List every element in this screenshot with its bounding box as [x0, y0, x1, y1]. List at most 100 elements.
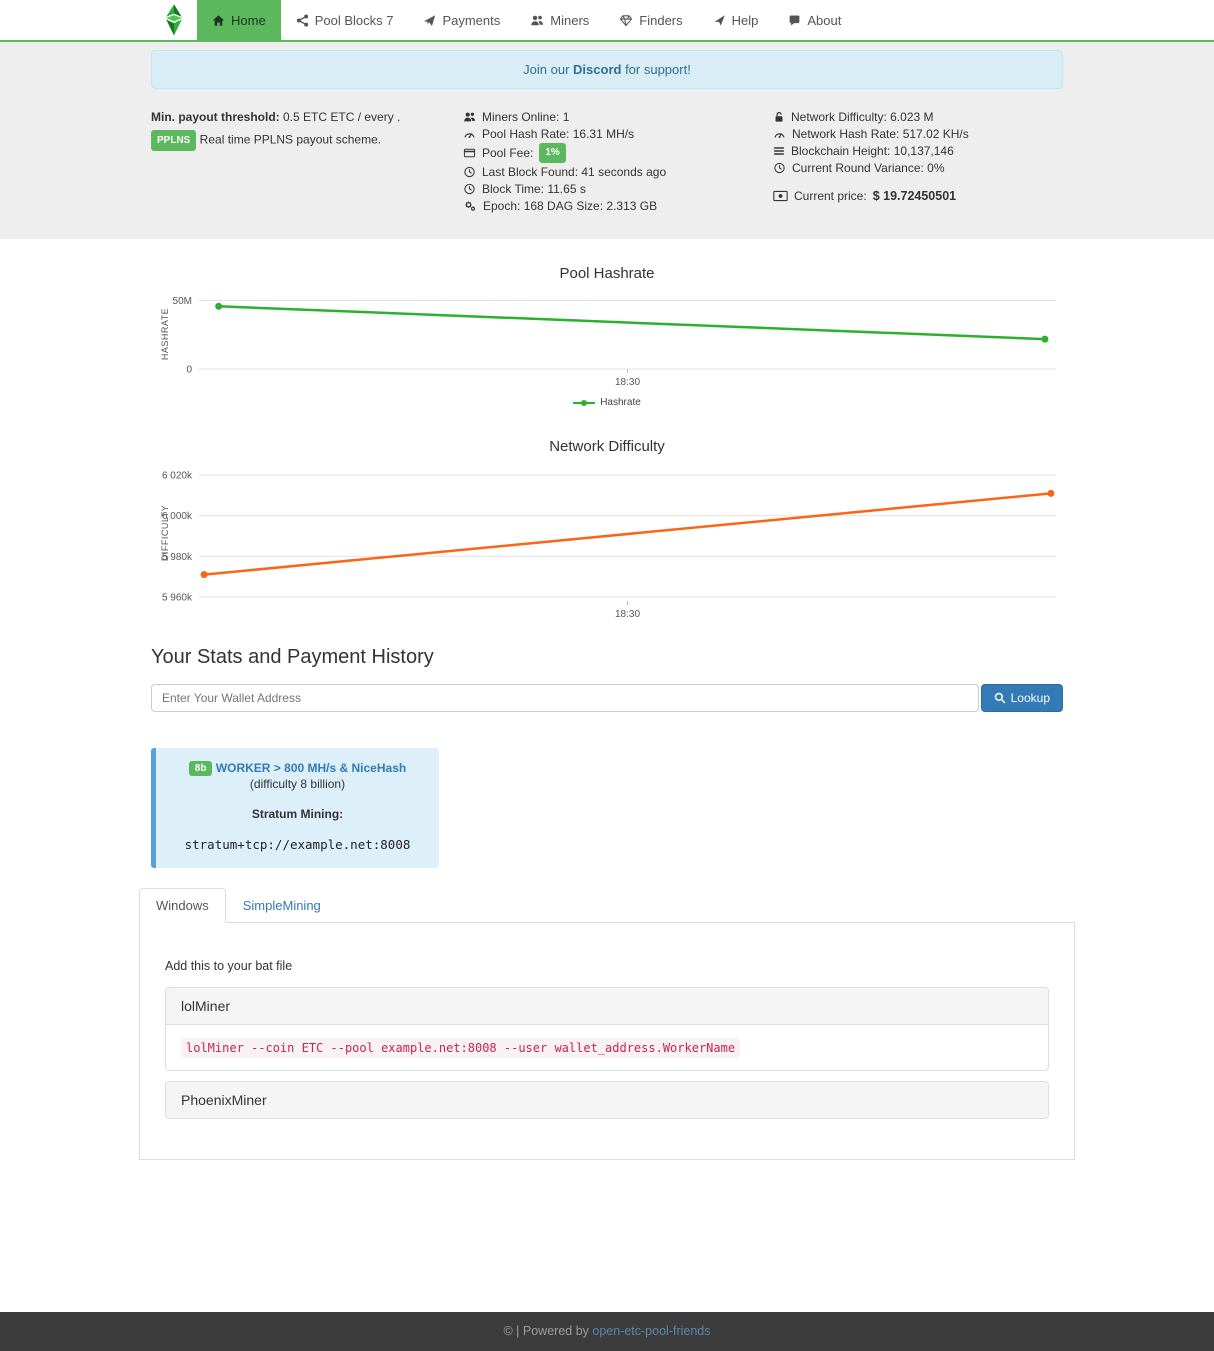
etc-diamond-logo-icon: [166, 4, 182, 36]
network-stats-column: Network Difficulty: 6.023 M Network Hash…: [773, 109, 1063, 215]
banner-text-suffix: for support!: [621, 62, 691, 77]
nav-item-label: Finders: [639, 12, 683, 28]
svg-text:18:30: 18:30: [615, 609, 640, 619]
bat-file-hint: Add this to your bat file: [165, 959, 293, 974]
stat-pool-fee: Pool Fee: 1%: [463, 143, 773, 163]
worker-info-box: 8b WORKER > 800 MH/s & NiceHash (difficu…: [151, 748, 439, 869]
accordion-phoenixminer-header[interactable]: PhoenixMiner: [165, 1081, 1049, 1120]
nav-item-label: Payments: [442, 12, 501, 28]
search-icon: [994, 692, 1006, 704]
worker-title-text: WORKER > 800 MH/s & NiceHash: [215, 761, 407, 775]
nav-item-finders[interactable]: Finders: [604, 0, 697, 40]
clock-icon: [774, 162, 785, 174]
svg-text:6 020k: 6 020k: [162, 471, 193, 482]
users-icon: [464, 112, 475, 122]
pplns-badge: PPLNS: [151, 130, 197, 151]
discord-link[interactable]: Discord: [573, 62, 622, 77]
lookup-button-label: Lookup: [1010, 691, 1050, 705]
svg-text:6 000k: 6 000k: [162, 511, 193, 522]
payout-stats-column: Min. payout threshold: 0.5 ETC ETC / eve…: [151, 109, 463, 215]
top-navbar: Home Pool Blocks 7 Payments Miners: [0, 0, 1214, 42]
accordion-lolminer-header[interactable]: lolMiner: [165, 987, 1049, 1026]
stat-miners-online: Miners Online: 1: [463, 109, 773, 125]
wallet-address-input[interactable]: [151, 684, 979, 712]
worker-difficulty-badge: 8b: [188, 761, 213, 777]
nav-item-label: Miners: [550, 12, 590, 28]
miner-config-section: Windows SimpleMining Add this to your ba…: [139, 888, 1075, 1161]
paper-plane-icon: [424, 14, 436, 26]
nav-item-label: About: [807, 12, 842, 28]
stat-blockchain-height: Blockchain Height: 10,137,146: [773, 143, 1063, 159]
difficulty-y-axis-label: DIFFICULTY: [160, 504, 170, 562]
difficulty-chart-canvas: 6 020k 6 000k 5 980k 5 960k 18:30: [162, 471, 1056, 620]
gauge-icon: [774, 133, 785, 138]
svg-text:5 960k: 5 960k: [162, 592, 193, 603]
home-icon: [212, 14, 225, 26]
credit-card-icon: [463, 148, 476, 158]
users-icon: [531, 15, 544, 25]
stat-last-block-found: Last Block Found: 41 seconds ago: [463, 164, 773, 180]
difficulty-chart-title: Network Difficulty: [549, 438, 665, 455]
money-icon: [773, 190, 788, 202]
gem-icon: [620, 14, 633, 26]
hashrate-y-axis-label: HASHRATE: [160, 307, 170, 361]
miner-tab-list: Windows SimpleMining: [139, 888, 1075, 924]
footer-link[interactable]: open-etc-pool-friends: [592, 1324, 711, 1339]
bars-icon: [774, 147, 784, 155]
legend-label: Hashrate: [600, 397, 641, 408]
tab-simplemining[interactable]: SimpleMining: [242, 898, 321, 914]
payout-threshold-line: Min. payout threshold: 0.5 ETC ETC / eve…: [151, 109, 463, 126]
stratum-mining-label: Stratum Mining:: [251, 807, 344, 822]
comment-icon: [790, 14, 800, 26]
stat-block-time: Block Time: 11.65 s: [463, 181, 773, 197]
stat-epoch-dag: Epoch: 168 DAG Size: 2.313 GB: [463, 198, 773, 214]
brand-logo[interactable]: [151, 0, 197, 40]
stats-hero: Join our Discord for support! Min. payou…: [0, 42, 1214, 239]
pool-fee-badge: 1%: [539, 143, 566, 163]
pool-stats-column: Miners Online: 1 Pool Hash Rate: 16.31 M…: [463, 109, 773, 215]
footer-text: © | Powered by: [503, 1324, 593, 1339]
share-nodes-icon: [296, 13, 308, 27]
hashrate-chart-canvas: 50M 0 18:30: [173, 296, 1056, 388]
legend-line-marker-icon: [573, 399, 596, 406]
page-footer: © | Powered by open-etc-pool-friends: [0, 1312, 1214, 1351]
svg-text:18:30: 18:30: [615, 377, 640, 388]
nav-item-miners[interactable]: Miners: [515, 0, 604, 40]
nav-item-label: Pool Blocks 7: [314, 12, 394, 28]
lookup-button[interactable]: Lookup: [980, 684, 1063, 712]
stratum-url: stratum+tcp://example.net:8008: [184, 837, 411, 853]
miner-tab-panel: Add this to your bat file lolMiner lolMi…: [139, 922, 1075, 1161]
worker-subtitle: (difficulty 8 billion): [249, 777, 346, 792]
payout-scheme-line: PPLNS Real time PPLNS payout scheme.: [151, 130, 463, 151]
lolminer-command: lolMiner --coin ETC --pool example.net:8…: [181, 1038, 741, 1059]
stat-network-hashrate: Network Hash Rate: 517.02 KH/s: [773, 126, 1063, 142]
worker-title-line: 8b WORKER > 800 MH/s & NiceHash: [166, 761, 429, 777]
tab-windows[interactable]: Windows: [139, 888, 226, 924]
svg-text:5 980k: 5 980k: [162, 552, 193, 563]
stat-current-price: Current price: $ 19.72450501: [773, 188, 1063, 204]
nav-item-home[interactable]: Home: [197, 0, 281, 40]
lock-icon: [775, 112, 783, 122]
nav-item-pool-blocks[interactable]: Pool Blocks 7: [281, 0, 409, 40]
hashrate-chart-title: Pool Hashrate: [559, 265, 655, 282]
svg-text:0: 0: [186, 365, 192, 376]
hashrate-chart-legend: Hashrate: [151, 397, 1063, 408]
banner-text-prefix: Join our: [523, 62, 574, 77]
payout-threshold-value: 0.5 ETC ETC / every .: [279, 110, 401, 124]
discord-banner: Join our Discord for support!: [151, 50, 1063, 89]
pool-hashrate-chart-block: Pool Hashrate HASHRATE 50M 0 18:30 Hashrat…: [151, 265, 1063, 408]
location-arrow-icon: [714, 14, 725, 26]
clock-icon: [464, 166, 475, 178]
nav-item-label: Home: [231, 12, 266, 28]
svg-text:50M: 50M: [173, 296, 192, 307]
stat-pool-hashrate: Pool Hash Rate: 16.31 MH/s: [463, 126, 773, 142]
nav-item-payments[interactable]: Payments: [408, 0, 515, 40]
cogs-icon: [465, 201, 476, 211]
nav-item-about[interactable]: About: [773, 0, 856, 40]
payout-scheme-text: Real time PPLNS payout scheme.: [196, 132, 382, 147]
nav-item-help[interactable]: Help: [698, 0, 774, 40]
network-difficulty-chart-block: Network Difficulty DIFFICULTY 6 020k 6 00…: [151, 438, 1063, 622]
clock-icon: [464, 183, 475, 195]
stat-round-variance: Current Round Variance: 0%: [773, 160, 1063, 176]
price-label: Current price:: [794, 189, 867, 203]
